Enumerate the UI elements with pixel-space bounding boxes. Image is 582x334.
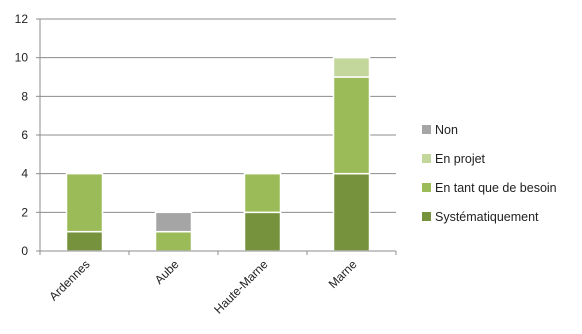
legend-swatch xyxy=(422,125,431,134)
axes xyxy=(36,18,397,255)
category-label: Ardennes xyxy=(46,257,92,303)
bar-segment xyxy=(65,172,104,233)
bar-segment xyxy=(332,172,371,252)
y-tick-label: 6 xyxy=(21,128,28,142)
bar-segment xyxy=(154,211,193,233)
y-tick-labels: 0 2 4 6 8 10 12 xyxy=(15,12,29,258)
y-tick-label: 8 xyxy=(21,89,28,103)
category-label: Aube xyxy=(152,257,182,287)
category-label: Marne xyxy=(326,257,360,291)
bars xyxy=(65,56,371,252)
y-tick-label: 2 xyxy=(21,205,28,219)
legend-label: Systématiquement xyxy=(435,210,539,224)
y-tick-label: 10 xyxy=(15,51,29,65)
category-label: Haute-Marne xyxy=(211,257,271,317)
legend-label: En projet xyxy=(435,152,486,166)
legend-label: En tant que de besoin xyxy=(435,181,557,195)
legend-label: Non xyxy=(435,123,458,137)
legend-swatch xyxy=(422,183,431,192)
bar-segment xyxy=(332,76,371,175)
bar-segment xyxy=(243,211,282,252)
y-tick-label: 4 xyxy=(21,167,28,181)
y-tick-label: 12 xyxy=(15,12,29,26)
bar-segment xyxy=(332,56,371,78)
category-labels: Ardennes Aube Haute-Marne Marne xyxy=(46,257,359,317)
y-tick-label: 0 xyxy=(21,244,28,258)
bar-segment xyxy=(154,230,193,252)
legend-swatch xyxy=(422,212,431,221)
legend: Non En projet En tant que de besoin Systéma… xyxy=(422,123,557,224)
bar-segment xyxy=(65,230,104,252)
legend-swatch xyxy=(422,154,431,163)
bar-segment xyxy=(243,172,282,214)
